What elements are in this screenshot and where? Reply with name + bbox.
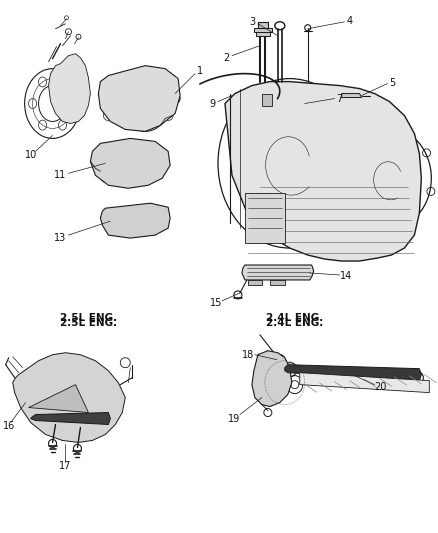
Text: 7: 7	[336, 93, 343, 103]
Text: 20: 20	[374, 382, 387, 392]
Text: 2.4L ENG.: 2.4L ENG.	[266, 313, 323, 323]
Polygon shape	[31, 413, 110, 424]
Text: 18: 18	[242, 350, 254, 360]
Polygon shape	[256, 32, 270, 36]
Polygon shape	[100, 203, 170, 238]
Text: 17: 17	[59, 462, 72, 471]
Text: 4: 4	[346, 16, 353, 26]
Polygon shape	[252, 351, 292, 407]
Polygon shape	[258, 22, 268, 28]
Text: 2.5L ENG.: 2.5L ENG.	[60, 318, 117, 328]
Text: 2.4L ENG.: 2.4L ENG.	[266, 318, 323, 328]
Text: 13: 13	[54, 233, 67, 243]
Polygon shape	[342, 94, 361, 98]
Text: 2.5L ENG.: 2.5L ENG.	[60, 313, 117, 323]
Polygon shape	[49, 54, 90, 124]
Polygon shape	[225, 82, 421, 261]
Polygon shape	[285, 365, 421, 381]
Polygon shape	[270, 280, 285, 285]
Polygon shape	[300, 373, 429, 393]
Text: 14: 14	[339, 271, 352, 281]
Polygon shape	[99, 66, 180, 132]
Text: 3: 3	[249, 17, 255, 27]
Text: 1: 1	[197, 66, 203, 76]
Polygon shape	[254, 28, 272, 32]
Text: 9: 9	[209, 99, 215, 109]
Polygon shape	[13, 353, 125, 442]
Text: 2: 2	[223, 53, 229, 63]
Text: 19: 19	[228, 414, 240, 424]
Text: 16: 16	[3, 422, 15, 432]
Text: 15: 15	[210, 298, 222, 308]
Text: 10: 10	[25, 150, 37, 160]
Text: 11: 11	[54, 170, 67, 180]
Polygon shape	[90, 139, 170, 188]
Polygon shape	[248, 280, 262, 285]
Polygon shape	[242, 265, 314, 280]
Polygon shape	[28, 385, 88, 413]
Text: 5: 5	[389, 78, 396, 87]
Polygon shape	[262, 94, 272, 106]
Polygon shape	[245, 193, 285, 243]
